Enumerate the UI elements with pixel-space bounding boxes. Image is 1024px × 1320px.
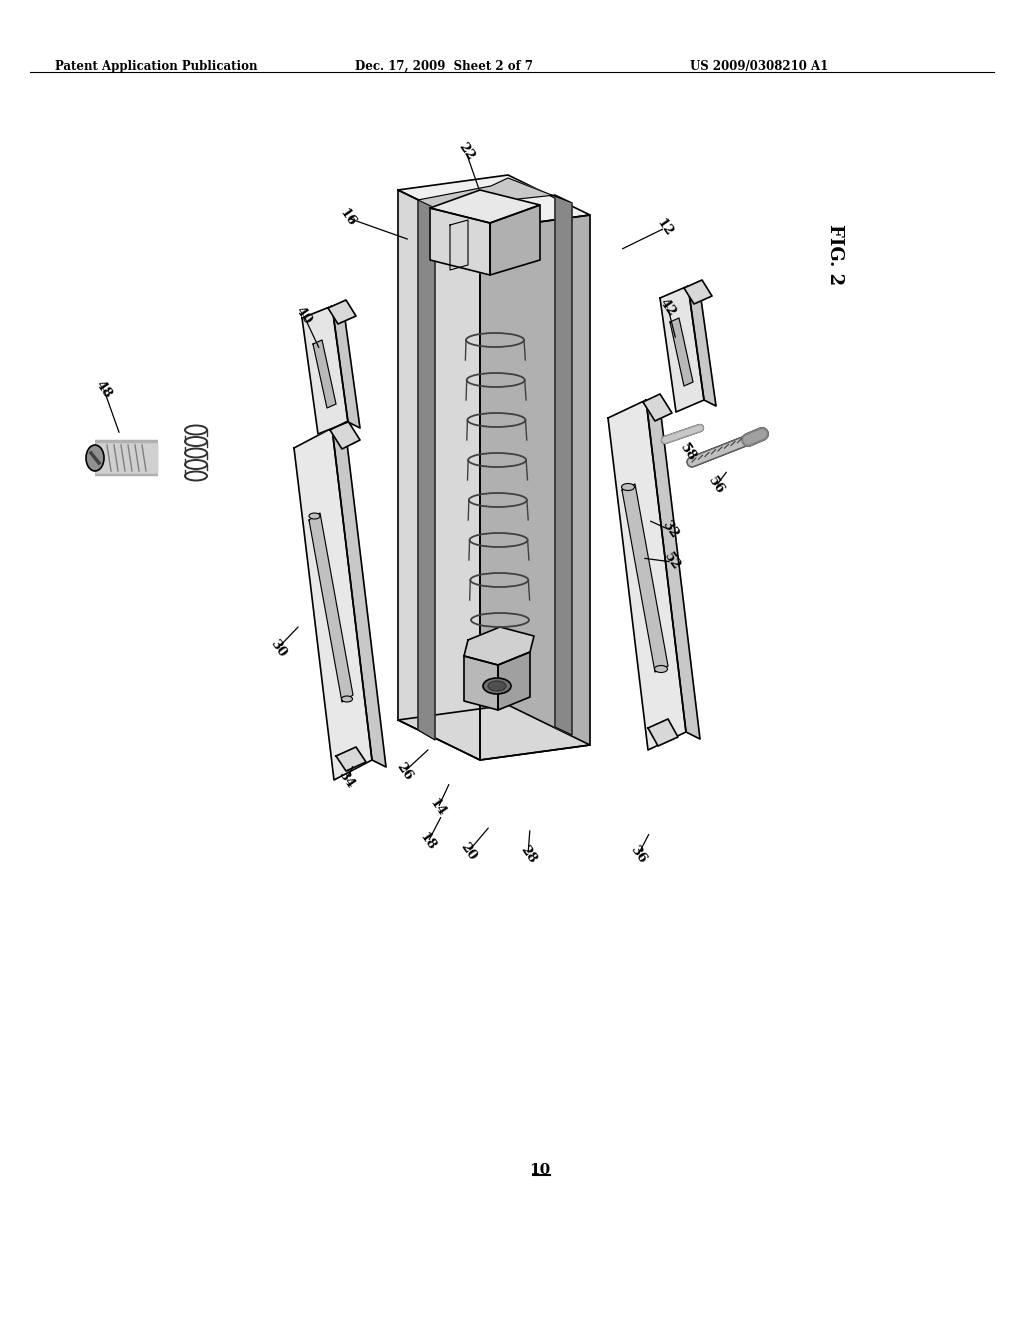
Polygon shape (684, 280, 712, 304)
Text: 18: 18 (418, 830, 438, 853)
Polygon shape (430, 209, 490, 275)
Text: FIG. 2: FIG. 2 (826, 224, 844, 285)
Text: 26: 26 (393, 760, 415, 783)
Polygon shape (418, 178, 572, 209)
Polygon shape (464, 656, 498, 710)
Text: Patent Application Publication: Patent Application Publication (55, 59, 257, 73)
Text: 16: 16 (337, 207, 358, 230)
Polygon shape (418, 201, 435, 741)
Polygon shape (464, 627, 534, 665)
Polygon shape (398, 176, 590, 230)
Text: US 2009/0308210 A1: US 2009/0308210 A1 (690, 59, 828, 73)
Polygon shape (332, 428, 386, 767)
Text: 34: 34 (336, 768, 356, 791)
Polygon shape (660, 286, 705, 412)
Text: 48: 48 (93, 379, 115, 401)
Polygon shape (555, 195, 572, 735)
Polygon shape (643, 393, 672, 421)
Text: 28: 28 (517, 843, 539, 866)
Text: 10: 10 (529, 1163, 551, 1177)
Ellipse shape (86, 445, 104, 471)
Polygon shape (332, 306, 360, 428)
Text: 56: 56 (706, 475, 727, 498)
Ellipse shape (488, 681, 506, 690)
Text: 20: 20 (458, 841, 478, 863)
Text: 36: 36 (628, 843, 648, 866)
Text: Dec. 17, 2009  Sheet 2 of 7: Dec. 17, 2009 Sheet 2 of 7 (355, 59, 534, 73)
Text: 42: 42 (657, 297, 679, 319)
Ellipse shape (483, 678, 511, 694)
Text: 32: 32 (659, 519, 681, 541)
Polygon shape (622, 484, 668, 672)
Polygon shape (328, 300, 356, 323)
Polygon shape (480, 215, 590, 760)
Text: 12: 12 (654, 216, 676, 239)
Polygon shape (646, 400, 700, 739)
Text: 14: 14 (427, 797, 449, 820)
Polygon shape (313, 341, 336, 408)
Polygon shape (648, 719, 678, 746)
Polygon shape (309, 513, 353, 702)
Polygon shape (330, 421, 360, 449)
Polygon shape (294, 428, 372, 780)
Polygon shape (336, 747, 366, 771)
Polygon shape (490, 205, 540, 275)
Ellipse shape (341, 696, 352, 702)
Text: 52: 52 (662, 550, 683, 573)
Polygon shape (670, 318, 693, 385)
Text: 30: 30 (267, 636, 289, 659)
Polygon shape (430, 190, 540, 223)
Ellipse shape (309, 513, 319, 519)
Polygon shape (398, 705, 590, 760)
Polygon shape (498, 652, 530, 710)
Polygon shape (608, 400, 686, 750)
Polygon shape (398, 190, 480, 760)
Polygon shape (302, 306, 348, 434)
Text: 58: 58 (678, 442, 698, 465)
Text: 22: 22 (456, 141, 476, 164)
Ellipse shape (622, 483, 635, 491)
Text: 40: 40 (294, 305, 314, 327)
Polygon shape (688, 286, 716, 407)
Ellipse shape (654, 665, 668, 672)
